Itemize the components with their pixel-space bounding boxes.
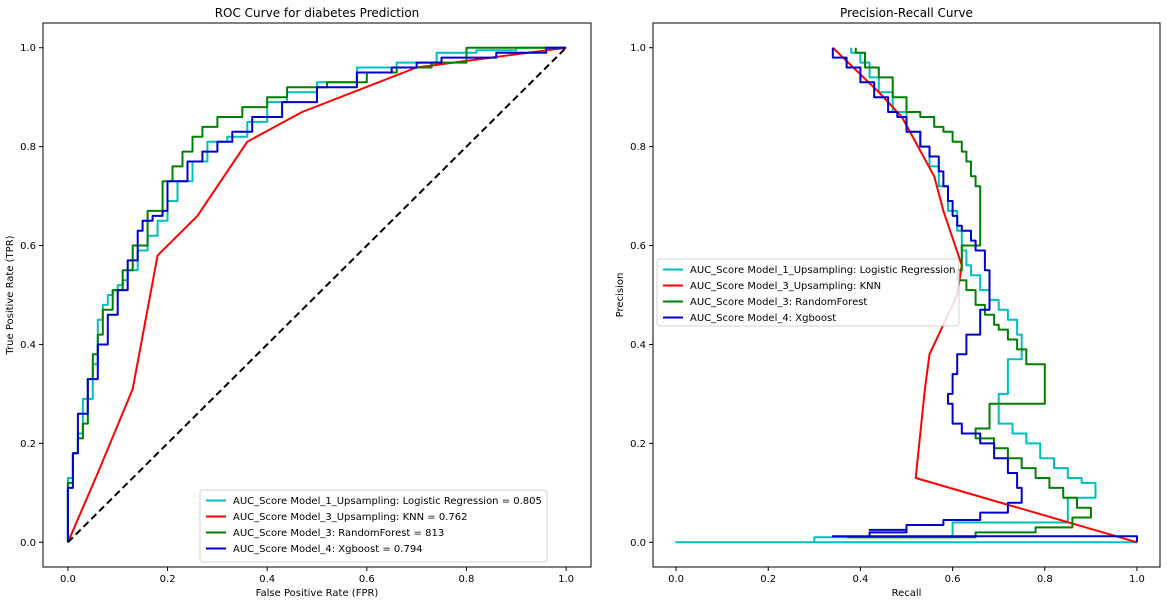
x-axis-label: Recall xyxy=(892,588,922,599)
chart-1: ROC Curve for diabetes Prediction 0.0 0.2 0… xyxy=(5,6,592,599)
x-tick-label: 1.0 xyxy=(558,574,574,585)
series-line-3 xyxy=(846,47,1092,539)
y-axis-label: Precision xyxy=(615,273,626,318)
y-tick-label: 0.6 xyxy=(630,241,646,252)
x-tick-label: 0.8 xyxy=(459,574,475,585)
y-tick-label: 0.8 xyxy=(630,142,646,153)
legend-label: AUC_Score Model_3_Upsampling: KNN xyxy=(690,281,881,292)
y-tick-label: 0.4 xyxy=(20,340,36,351)
y-axis-label: True Positive Rate (TPR) xyxy=(5,235,16,355)
x-tick-label: 0.2 xyxy=(160,574,176,585)
y-tick-label: 0.0 xyxy=(630,538,646,549)
series-group xyxy=(675,46,1138,544)
plot-frame xyxy=(42,22,592,568)
x-tick-label: 0.4 xyxy=(852,574,868,585)
legend-label: AUC_Score Model_3: RandomForest = 813 xyxy=(233,528,444,539)
series-group xyxy=(66,46,567,544)
y-tick-label: 0.2 xyxy=(630,439,646,450)
legend-box xyxy=(656,258,960,327)
legend-label: AUC_Score Model_3_Upsampling: KNN = 0.76… xyxy=(233,512,467,523)
x-tick-label: 0.0 xyxy=(60,574,76,585)
y-tick-label: 1.0 xyxy=(20,43,36,54)
x-axis-label: False Positive Rate (FPR) xyxy=(256,588,379,599)
chart-title: ROC Curve for diabetes Prediction xyxy=(215,6,420,20)
y-tick-label: 0.2 xyxy=(20,439,36,450)
legend: AUC_Score Model_1_Upsampling: Logistic R… xyxy=(656,258,960,327)
chart-title: Precision-Recall Curve xyxy=(840,6,973,20)
legend-label: AUC_Score Model_1_Upsampling: Logistic R… xyxy=(690,265,956,276)
series-line-4 xyxy=(831,47,1138,543)
y-tick-label: 0.6 xyxy=(20,241,36,252)
legend: AUC_Score Model_1_Upsampling: Logistic R… xyxy=(199,489,548,563)
series-line-2 xyxy=(66,46,567,543)
legend-label: AUC_Score Model_1_Upsampling: Logistic R… xyxy=(233,496,542,507)
legend-label: AUC_Score Model_4: Xgboost = 0.794 xyxy=(233,544,423,555)
x-tick-label: 0.0 xyxy=(668,574,684,585)
y-tick-label: 1.0 xyxy=(630,43,646,54)
plot-frame xyxy=(652,22,1161,568)
legend-label: AUC_Score Model_3: RandomForest xyxy=(690,297,867,308)
series-line-4 xyxy=(66,46,567,543)
legend-box xyxy=(199,489,548,563)
x-tick-label: 0.2 xyxy=(760,574,776,585)
series-line-5 xyxy=(67,46,567,544)
y-tick-label: 0.8 xyxy=(20,142,36,153)
x-tick-label: 0.6 xyxy=(945,574,961,585)
x-tick-label: 0.6 xyxy=(359,574,375,585)
x-tick-label: 0.8 xyxy=(1037,574,1053,585)
y-tick-label: 0.4 xyxy=(630,340,646,351)
y-tick-label: 0.0 xyxy=(20,538,36,549)
legend-label: AUC_Score Model_4: Xgboost xyxy=(690,313,836,324)
chart-2: Precision-Recall Curve 0.0 0.2 0.4 0.6 0.8 1.0… xyxy=(615,6,1161,599)
x-tick-label: 0.4 xyxy=(259,574,275,585)
x-tick-label: 1.0 xyxy=(1129,574,1145,585)
